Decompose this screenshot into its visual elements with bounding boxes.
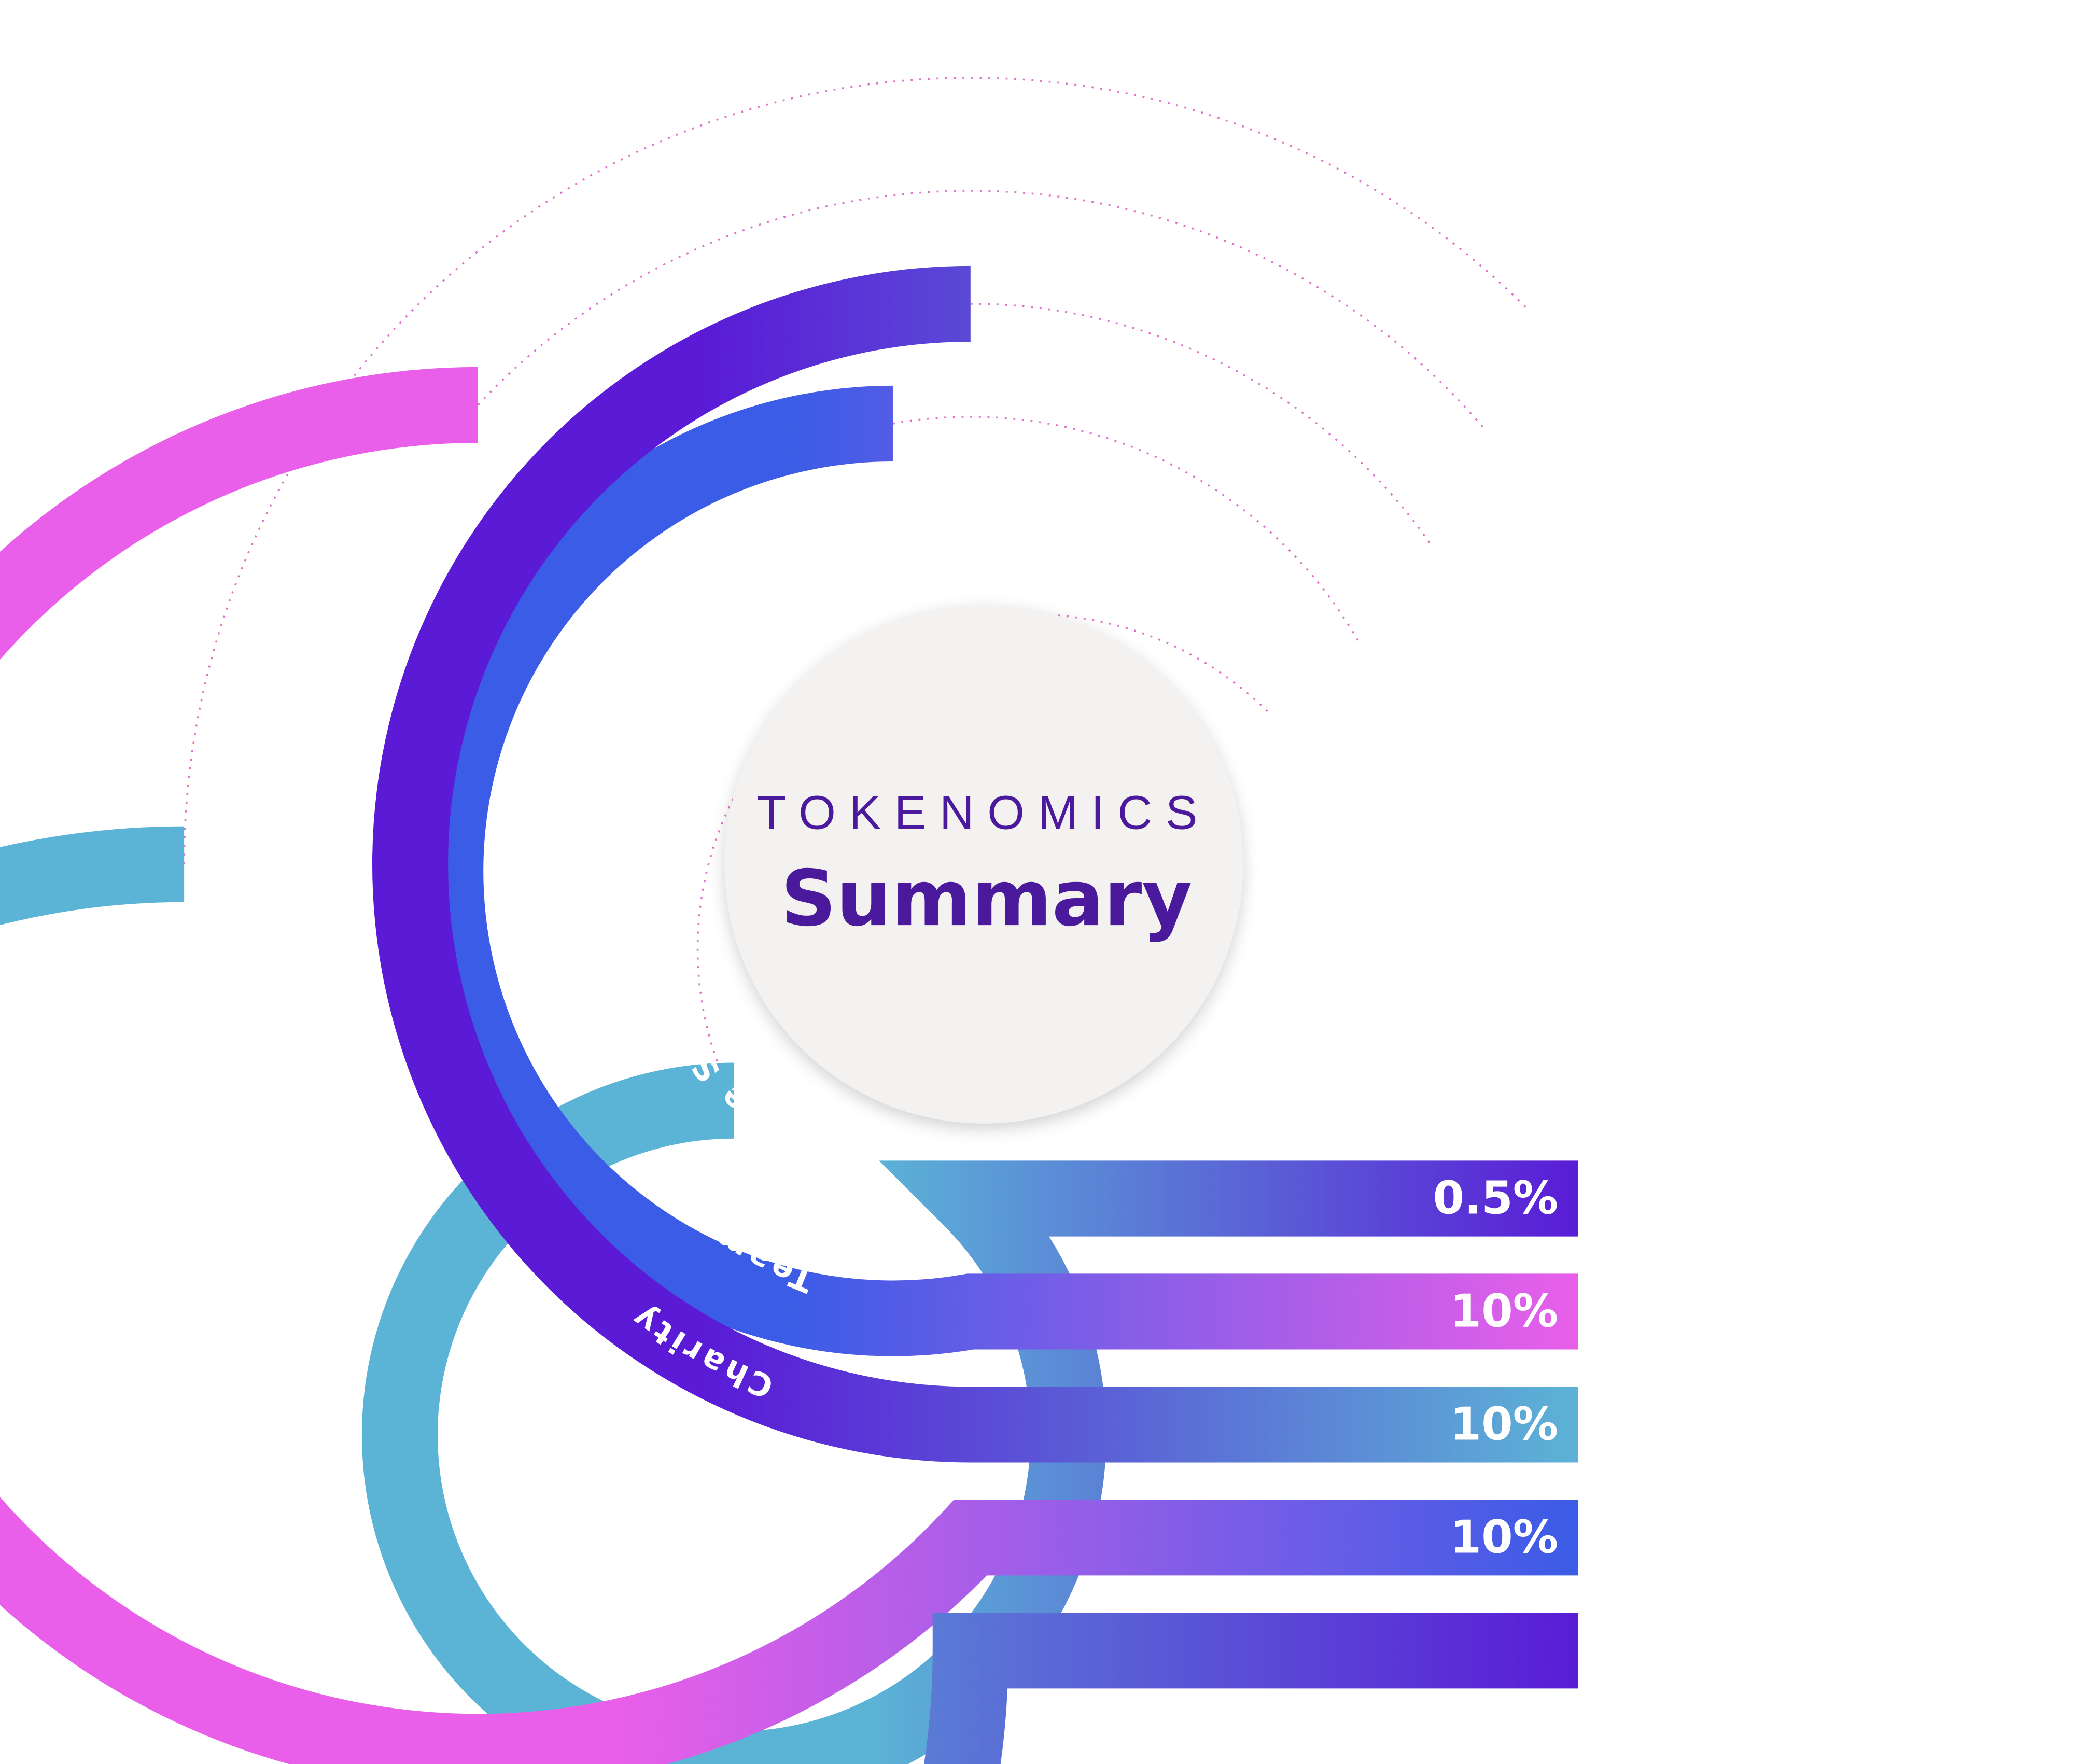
ring-value: 10% (1450, 1397, 1558, 1450)
ring (0, 367, 1578, 1764)
dotted-arc (477, 190, 1488, 432)
ring-value: 0.5% (1433, 1172, 1558, 1225)
center-circle (724, 605, 1243, 1124)
dotted-arcs (183, 77, 1528, 1101)
ring-value: 10% (1450, 1284, 1558, 1337)
dotted-arc (183, 77, 1528, 864)
kicker: TOKENOMICS (757, 786, 1211, 839)
heading: Summary (781, 854, 1192, 944)
dotted-arc (970, 303, 1431, 543)
ring-value: 10% (1450, 1510, 1558, 1563)
ring (372, 265, 1578, 1463)
